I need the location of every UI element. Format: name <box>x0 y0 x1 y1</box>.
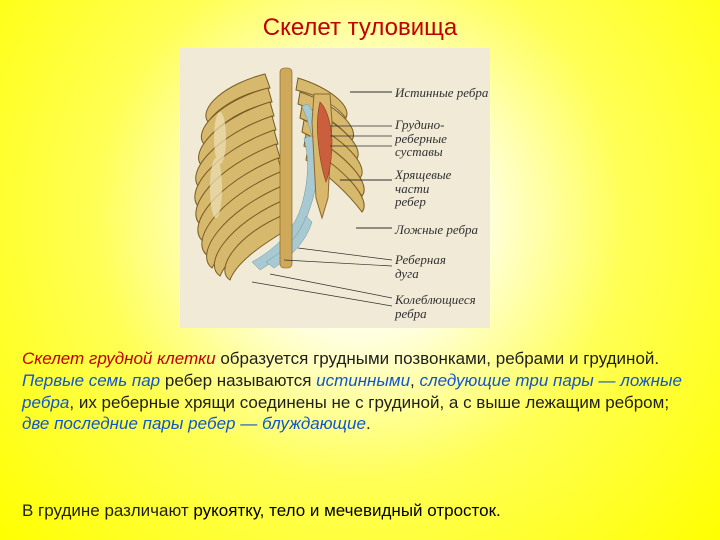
label-cartilage: Хрящевые части ребер <box>395 168 451 209</box>
p1-s10: . <box>366 414 371 433</box>
p1-s5: истинными <box>316 371 410 390</box>
p1-s3: Первые семь пар <box>22 371 160 390</box>
label-floating: Колеблющиеся ребра <box>395 293 476 320</box>
p1-s9: две последние пары ребер — блуждающие <box>22 414 366 433</box>
paragraph-2: В грудине различают рукоятку, тело и меч… <box>22 500 698 522</box>
p1-s4: ребер называются <box>160 371 316 390</box>
label-costal-arch: Реберная дуга <box>395 253 446 280</box>
p1-s1: Скелет грудной клетки <box>22 349 216 368</box>
ribcage-figure: Истинные ребра Грудино- реберные суставы… <box>180 48 490 328</box>
p1-s8: , их реберные хрящи соединены не с груди… <box>69 393 669 412</box>
label-false-ribs: Ложные ребра <box>395 223 478 237</box>
p1-s2: образуется грудными позвонками, ребрами … <box>216 349 660 368</box>
page-title: Скелет туловища <box>0 0 720 48</box>
label-true-ribs: Истинные ребра <box>395 86 488 100</box>
p2-s2: рукоятку, тело и мечевидный отросток. <box>193 501 500 520</box>
label-sterno-joints: Грудино- реберные суставы <box>395 118 447 159</box>
p2-s1: В грудине различают <box>22 501 193 520</box>
paragraph-1: Скелет грудной клетки образуется грудным… <box>22 348 698 435</box>
